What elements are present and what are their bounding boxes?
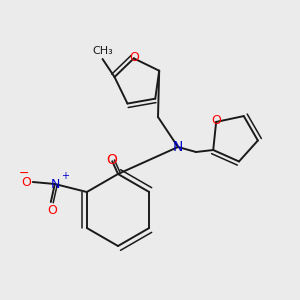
Text: O: O: [106, 153, 117, 167]
Text: CH₃: CH₃: [92, 46, 113, 56]
Text: N: N: [51, 178, 61, 190]
Text: O: O: [21, 176, 31, 188]
Text: N: N: [173, 140, 183, 154]
Text: +: +: [61, 171, 69, 181]
Text: −: −: [19, 167, 29, 180]
Text: O: O: [129, 51, 139, 64]
Text: O: O: [47, 203, 57, 217]
Text: O: O: [211, 114, 221, 128]
